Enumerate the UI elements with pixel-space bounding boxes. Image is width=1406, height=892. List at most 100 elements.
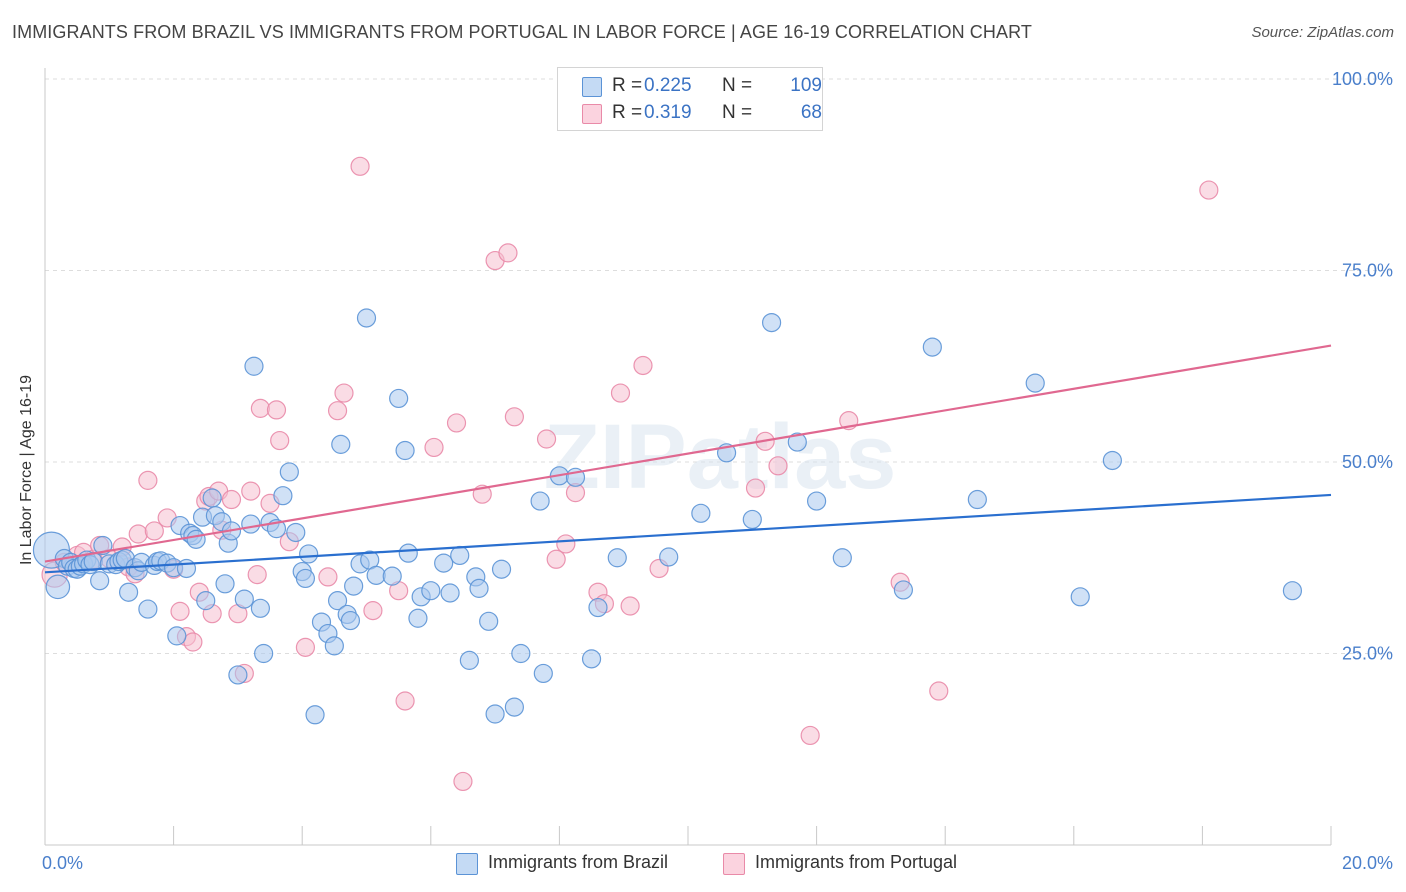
point-brazil xyxy=(331,434,351,454)
point-brazil xyxy=(1070,587,1090,607)
point-brazil xyxy=(389,388,409,409)
legend-n-label: N = xyxy=(722,75,753,96)
point-brazil xyxy=(305,705,325,725)
point-portugal xyxy=(250,398,271,418)
y-tick-label: 25.0% xyxy=(1342,644,1393,664)
point-portugal xyxy=(768,456,788,476)
bottom-legend-brazil: Immigrants from Brazil xyxy=(456,852,696,876)
point-portugal xyxy=(453,771,473,792)
point-portugal xyxy=(170,601,190,621)
bottom-legend-swatch-brazil xyxy=(456,853,478,875)
point-brazil xyxy=(787,432,807,452)
point-brazil xyxy=(893,580,914,600)
point-portugal xyxy=(929,681,949,701)
point-brazil xyxy=(327,591,348,611)
y-tick-label: 100.0% xyxy=(1332,69,1393,89)
point-brazil xyxy=(356,308,377,328)
point-brazil xyxy=(1102,450,1122,471)
point-brazil xyxy=(533,663,553,684)
point-brazil xyxy=(398,543,418,563)
legend-r-value: 0.319 xyxy=(644,102,692,123)
point-brazil xyxy=(340,610,361,631)
point-brazil xyxy=(588,597,608,618)
point-brazil xyxy=(459,650,479,670)
point-brazil xyxy=(202,488,222,508)
x-tick-label: 20.0% xyxy=(1342,853,1393,873)
point-portugal xyxy=(446,413,467,433)
point-brazil xyxy=(1025,373,1045,393)
point-portugal xyxy=(334,383,354,403)
bottom-legend-portugal: Immigrants from Portugal xyxy=(723,852,993,876)
point-portugal xyxy=(498,243,518,263)
point-portugal xyxy=(800,725,820,746)
point-portugal xyxy=(144,521,164,541)
point-brazil xyxy=(167,626,187,646)
point-brazil xyxy=(742,509,762,530)
legend-swatch-brazil xyxy=(582,77,602,97)
legend-n-label: N = xyxy=(722,102,753,123)
point-brazil xyxy=(215,574,235,594)
point-brazil xyxy=(45,574,71,600)
stats-legend: R = 0.225 N = 109 R = 0.319 N = 68 xyxy=(557,67,823,131)
point-brazil xyxy=(469,578,489,598)
point-brazil xyxy=(295,568,316,589)
point-brazil xyxy=(761,312,782,333)
bottom-legend-label-brazil: Immigrants from Brazil xyxy=(488,852,669,872)
point-brazil xyxy=(118,582,139,602)
point-brazil xyxy=(241,514,261,534)
point-brazil xyxy=(250,598,271,618)
point-brazil xyxy=(491,559,512,579)
point-brazil xyxy=(922,337,942,357)
point-portugal xyxy=(1199,180,1219,200)
point-brazil xyxy=(504,697,524,717)
point-brazil xyxy=(273,486,293,506)
point-brazil xyxy=(366,565,386,585)
point-portugal xyxy=(546,549,566,569)
x-tick-label: 0.0% xyxy=(42,853,83,873)
axes xyxy=(44,68,1332,846)
bottom-legend-label-portugal: Immigrants from Portugal xyxy=(755,852,958,872)
legend-swatch-portugal xyxy=(582,104,602,124)
point-portugal xyxy=(610,383,631,403)
point-brazil xyxy=(299,544,319,564)
point-brazil xyxy=(408,608,428,628)
legend-r-value: 0.225 xyxy=(644,75,692,96)
trend-lines xyxy=(44,344,1332,574)
trend-line-brazil xyxy=(44,493,1332,574)
point-brazil xyxy=(434,553,454,573)
point-brazil xyxy=(832,548,852,568)
series-brazil-points xyxy=(32,308,1303,725)
chart-title: IMMIGRANTS FROM BRAZIL VS IMMIGRANTS FRO… xyxy=(12,22,1032,42)
point-brazil xyxy=(530,491,550,511)
point-brazil xyxy=(806,491,827,511)
y-tick-label: 50.0% xyxy=(1342,452,1393,472)
point-brazil xyxy=(659,547,679,567)
point-portugal xyxy=(620,596,640,616)
trend-line-portugal xyxy=(44,344,1332,563)
source-credit: Source: ZipAtlas.com xyxy=(1251,24,1394,41)
point-portugal xyxy=(536,429,557,449)
point-brazil xyxy=(279,462,299,482)
point-brazil xyxy=(286,522,306,543)
point-portugal xyxy=(183,632,203,652)
point-portugal xyxy=(128,524,148,544)
point-portugal xyxy=(270,430,290,451)
point-brazil xyxy=(324,636,344,656)
point-portugal xyxy=(556,534,576,554)
point-portugal xyxy=(504,407,524,427)
point-brazil xyxy=(90,571,110,591)
point-portugal xyxy=(424,437,444,458)
point-portugal xyxy=(295,637,316,657)
point-brazil xyxy=(511,643,531,664)
point-brazil xyxy=(234,589,254,609)
point-portugal xyxy=(138,470,158,490)
point-brazil xyxy=(479,611,499,631)
point-brazil xyxy=(176,558,197,579)
point-brazil xyxy=(138,599,158,619)
point-brazil xyxy=(581,649,602,669)
y-tick-label: 75.0% xyxy=(1342,261,1393,281)
y-axis-title: In Labor Force | Age 16-19 xyxy=(18,374,35,566)
point-portugal xyxy=(266,400,287,420)
point-brazil xyxy=(967,489,987,510)
